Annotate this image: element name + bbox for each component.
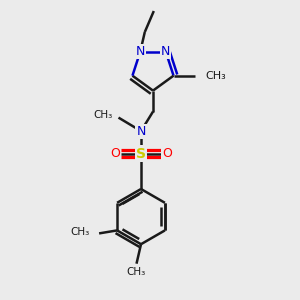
Text: CH₃: CH₃ [205, 71, 226, 81]
Text: CH₃: CH₃ [71, 227, 90, 237]
Text: CH₃: CH₃ [93, 110, 112, 120]
Text: N: N [136, 45, 145, 58]
Text: O: O [110, 147, 120, 160]
Text: S: S [136, 147, 146, 160]
Text: N: N [161, 45, 170, 58]
Text: N: N [136, 124, 146, 138]
Text: O: O [162, 147, 172, 160]
Text: CH₃: CH₃ [127, 267, 146, 277]
